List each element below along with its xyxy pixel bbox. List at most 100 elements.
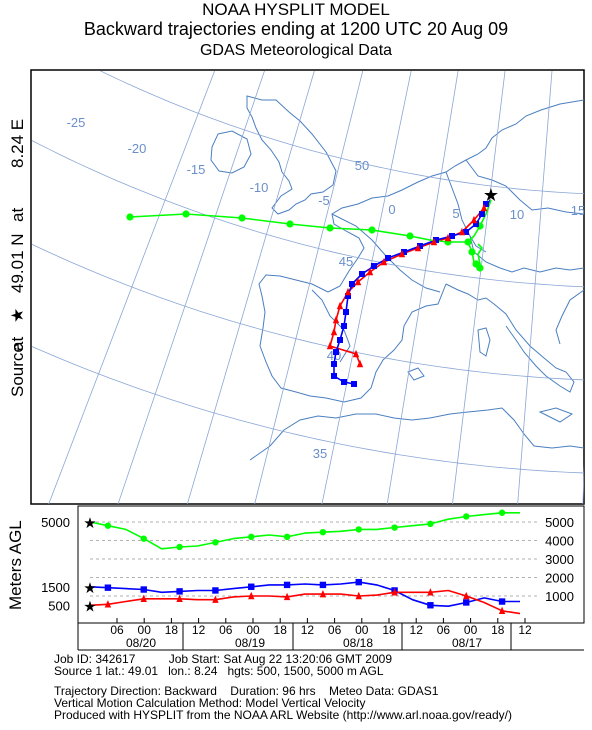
profile-green-point-19 xyxy=(427,520,434,528)
traj-blue-point-6 xyxy=(341,323,347,329)
profile-green-point-21 xyxy=(463,513,470,520)
profile-x-label-9: 00 xyxy=(355,623,369,637)
traj-blue-point-12 xyxy=(385,255,391,261)
north-continent-coast xyxy=(327,99,584,293)
traj-blue-point-20 xyxy=(483,201,489,207)
profile-blue-point-23 xyxy=(498,598,506,605)
profile-green-point-13 xyxy=(319,528,327,536)
traj-red-point-8 xyxy=(366,267,374,276)
footer-job: Job ID: 342617 Job Start: Sat Aug 22 13:… xyxy=(54,652,392,666)
profile-red-point-21 xyxy=(463,591,470,600)
profile-x-label-11: 12 xyxy=(410,623,424,637)
graticule xyxy=(32,71,584,504)
ireland-coast xyxy=(210,130,252,174)
profile-blue-point-5 xyxy=(176,588,183,595)
traj-green-point-0 xyxy=(126,213,134,221)
traj-green-point-5 xyxy=(368,226,376,234)
meridian-3 xyxy=(254,71,364,504)
lon-label-8: 15 xyxy=(571,203,585,218)
traj-red-point-12 xyxy=(430,237,438,246)
traj-green-point-4 xyxy=(326,224,334,232)
coastlines xyxy=(210,95,584,461)
profile-green-point-15 xyxy=(355,526,362,533)
traj-red-point-7 xyxy=(354,277,362,286)
profile-right-tick-3: 2000 xyxy=(545,571,574,586)
latitude-line-1 xyxy=(32,140,584,288)
traj-blue-point-1 xyxy=(341,379,347,385)
traj-green-hook-point-0 xyxy=(468,248,476,256)
meridian-4 xyxy=(321,71,412,504)
profile-green-point-1 xyxy=(104,522,112,529)
lat-label-1: 45 xyxy=(339,254,353,269)
lon-label-1: -20 xyxy=(128,141,147,156)
profile-right-tick-0: 5000 xyxy=(545,515,574,530)
traj-red-point-15 xyxy=(470,215,478,224)
profile-x-label-6: 18 xyxy=(274,623,288,637)
profile-red-point-13 xyxy=(319,589,327,598)
profile-red-point-23 xyxy=(498,606,506,614)
traj-red-point-3 xyxy=(330,327,338,336)
lon-label-7: 10 xyxy=(510,207,524,222)
profile-left-tick-0: 5000 xyxy=(41,515,70,530)
meridian-5 xyxy=(386,71,459,504)
lon-label-0: -25 xyxy=(67,115,86,130)
profile-red-point-1 xyxy=(104,600,112,608)
meridian-6 xyxy=(452,71,506,504)
traj-blue-point-4 xyxy=(333,349,339,355)
traj-green-point-3 xyxy=(286,220,294,228)
traj-red-point-5 xyxy=(336,301,344,310)
profile-right-tick-4: 1000 xyxy=(545,589,574,604)
title-line-3: GDAS Meteorological Data xyxy=(199,42,393,59)
traj-blue-point-19 xyxy=(479,211,485,217)
profile-x-label-8: 06 xyxy=(328,623,342,637)
traj-blue-point-0 xyxy=(351,381,357,387)
profile-red-point-9 xyxy=(248,591,255,600)
profile-start-star-green: ★ xyxy=(83,515,96,532)
border-4 xyxy=(465,159,584,215)
traj-red-point-0 xyxy=(356,359,364,368)
profile-blue-point-15 xyxy=(355,578,362,586)
meridian-0 xyxy=(48,71,215,504)
traj-blue-point-13 xyxy=(401,249,407,255)
profile-green-point-5 xyxy=(176,543,183,551)
border-1 xyxy=(331,213,441,293)
profile-red-point-17 xyxy=(391,588,398,596)
profile-time-axis: 06 00 18 12 06 00 18 12 06 00 18 12 06 00 18 12 08/20 08/… xyxy=(110,618,532,650)
profile-red-point-7 xyxy=(212,595,219,603)
profile-start-star-red: ★ xyxy=(83,598,96,615)
profile-green-point-7 xyxy=(212,539,219,546)
traj-red-point-14 xyxy=(458,227,466,236)
meridian-1 xyxy=(117,71,265,504)
title-line-1: NOAA HYSPLIT MODEL xyxy=(202,0,390,19)
profile-right-ticks: 5000 4000 3000 2000 1000 xyxy=(545,515,574,604)
traj-blue-point-15 xyxy=(433,237,439,243)
traj-red-point-10 xyxy=(398,249,406,258)
traj-green-point-8 xyxy=(464,238,472,246)
profile-left-tick-2: 500 xyxy=(48,598,70,613)
traj-red-point-4 xyxy=(332,315,340,324)
profile-red-point-3 xyxy=(140,594,147,602)
traj-blue-point-3 xyxy=(331,361,337,367)
profile-x-label-2: 18 xyxy=(165,623,179,637)
lon-label-4: -5 xyxy=(318,193,330,208)
profile-green-point-23 xyxy=(498,509,506,516)
profile-date-label-2: 08/18 xyxy=(343,636,373,650)
profile-blue-line xyxy=(89,581,520,608)
trajectories xyxy=(126,199,492,387)
profile-green-point-9 xyxy=(248,533,255,540)
profile-green-point-11 xyxy=(283,533,291,540)
border-3 xyxy=(499,267,584,273)
map-frame xyxy=(30,69,585,505)
profile-x-label-12: 06 xyxy=(437,623,451,637)
profile-green-point-17 xyxy=(391,524,398,531)
footer-direction: Trajectory Direction: Backward Duration:… xyxy=(54,684,439,698)
profile-start-star-blue: ★ xyxy=(83,580,96,597)
traj-green-point-1 xyxy=(182,210,190,218)
footer: Job ID: 342617 Job Start: Sat Aug 22 13:… xyxy=(54,653,512,721)
profile-right-tick-2: 3000 xyxy=(545,552,574,567)
profile-blue-point-11 xyxy=(283,581,291,589)
britain-coast xyxy=(246,95,337,215)
profile-x-label-3: 12 xyxy=(192,623,206,637)
